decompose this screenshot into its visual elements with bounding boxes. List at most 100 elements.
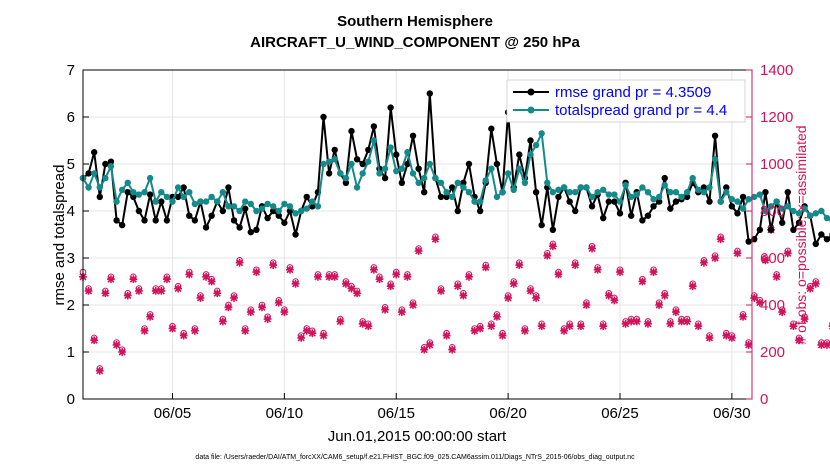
assimilated-obs-marker	[783, 249, 792, 258]
x-tick-label: 06/20	[489, 405, 527, 422]
totalspread-point	[762, 207, 769, 215]
totalspread-point	[471, 198, 478, 205]
totalspread-point	[795, 210, 803, 217]
rmse-point	[627, 212, 635, 219]
assimilated-obs-marker	[599, 322, 608, 331]
assimilated-obs-marker	[565, 322, 574, 331]
assimilated-obs-marker	[666, 319, 675, 328]
assimilated-obs-marker	[588, 244, 596, 253]
totalspread-point	[560, 184, 568, 191]
totalspread-point	[476, 198, 484, 205]
totalspread-point	[549, 189, 557, 196]
assimilated-obs-marker	[207, 277, 216, 286]
assimilated-obs-marker	[817, 341, 826, 349]
rmse-point	[818, 231, 825, 238]
totalspread-point	[225, 203, 232, 210]
rmse-point	[572, 207, 579, 215]
totalspread-point	[655, 193, 663, 201]
rmse-point	[661, 174, 668, 182]
rmse-point	[476, 207, 484, 215]
assimilated-obs-marker	[129, 275, 138, 284]
totalspread-point	[191, 200, 199, 208]
rmse-point	[728, 203, 736, 210]
totalspread-point	[594, 189, 601, 196]
assimilated-obs-marker	[571, 261, 580, 269]
totalspread-point	[314, 203, 322, 210]
assimilated-obs-marker	[196, 294, 205, 302]
assimilated-obs-marker	[739, 312, 747, 321]
y-tick-label: 0	[67, 391, 75, 408]
totalspread-point	[96, 184, 103, 191]
rmse-point	[130, 193, 137, 201]
assimilated-obs-marker	[795, 336, 803, 345]
assimilated-obs-marker	[95, 366, 104, 375]
totalspread-point	[292, 210, 299, 217]
assimilated-obs-marker	[677, 317, 686, 326]
rmse-point	[488, 125, 495, 132]
rmse-point	[404, 160, 411, 168]
totalspread-point	[728, 196, 736, 203]
rmse-point	[437, 193, 445, 201]
totalspread-point	[622, 181, 629, 189]
totalspread-point	[773, 198, 780, 205]
x-tick-label: 06/05	[154, 405, 192, 422]
totalspread-point	[818, 207, 825, 215]
assimilated-obs-marker	[213, 289, 222, 298]
totalspread-point	[683, 189, 691, 196]
assimilated-obs-marker	[252, 268, 261, 276]
assimilated-obs-marker	[823, 341, 830, 349]
totalspread-point	[689, 174, 696, 182]
rmse-point	[745, 238, 752, 245]
totalspread-point	[90, 170, 98, 177]
totalspread-point	[286, 203, 294, 210]
totalspread-point	[152, 198, 159, 205]
totalspread-point	[437, 179, 445, 186]
rmse-point	[443, 193, 450, 201]
y2-tick-label: 1000	[760, 156, 793, 173]
totalspread-point	[460, 184, 467, 191]
rmse-point	[118, 221, 126, 229]
totalspread-point	[527, 151, 534, 158]
assimilated-obs-marker	[342, 279, 350, 288]
totalspread-point	[806, 212, 814, 219]
rmse-point	[96, 193, 103, 201]
rmse-point	[90, 149, 98, 156]
assimilated-obs-marker	[230, 294, 238, 302]
totalspread-point	[169, 198, 176, 205]
totalspread-point	[695, 186, 702, 194]
legend-rmse-label: rmse grand pr = 4.3509	[555, 84, 711, 101]
y-tick-label: 2	[67, 297, 75, 314]
totalspread-point	[113, 198, 120, 205]
assimilated-obs-marker	[157, 287, 166, 295]
assimilated-obs-marker	[381, 305, 389, 314]
assimilated-obs-marker	[84, 287, 93, 295]
assimilated-obs-marker	[621, 319, 630, 328]
assimilated-obs-marker	[263, 315, 272, 323]
assimilated-obs-marker	[660, 291, 669, 300]
totalspread-point	[611, 191, 618, 198]
assimilated-obs-marker	[789, 322, 798, 331]
assimilated-obs-marker	[683, 317, 692, 326]
totalspread-point	[359, 170, 366, 177]
assimilated-obs-marker	[672, 308, 680, 316]
rmse-point	[342, 179, 350, 186]
assimilated-obs-marker	[112, 341, 121, 349]
assimilated-obs-marker	[235, 258, 244, 267]
totalspread-point	[348, 160, 355, 168]
assimilated-obs-marker	[258, 303, 266, 312]
assimilated-obs-marker	[302, 326, 311, 335]
totalspread-point	[751, 193, 758, 201]
rmse-point	[409, 132, 417, 139]
assimilated-obs-marker	[392, 270, 401, 279]
assimilated-obs-marker	[655, 301, 664, 309]
assimilated-obs-marker	[733, 249, 742, 258]
rmse-point	[812, 240, 819, 248]
totalspread-point	[325, 158, 333, 165]
totalspread-point	[219, 189, 227, 196]
totalspread-point	[415, 179, 422, 186]
totalspread-point	[790, 207, 797, 215]
rmse-point	[331, 146, 338, 154]
y-axis-label: rmse and totalspread	[51, 165, 68, 306]
rmse-point	[292, 231, 299, 238]
